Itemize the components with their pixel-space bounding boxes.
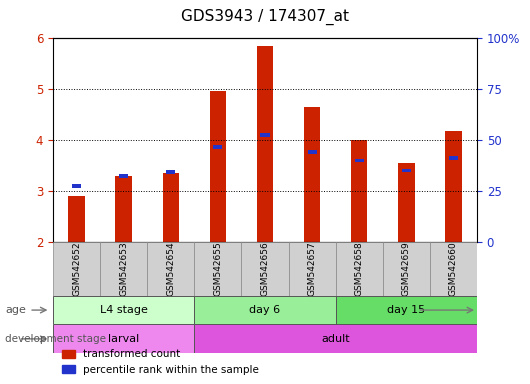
FancyBboxPatch shape bbox=[383, 242, 430, 296]
FancyBboxPatch shape bbox=[242, 242, 288, 296]
Text: L4 stage: L4 stage bbox=[100, 305, 147, 315]
Text: age: age bbox=[5, 305, 26, 315]
FancyBboxPatch shape bbox=[53, 242, 100, 296]
Bar bbox=[257, 46, 273, 242]
FancyBboxPatch shape bbox=[288, 242, 335, 296]
Bar bbox=[210, 91, 226, 242]
FancyBboxPatch shape bbox=[100, 242, 147, 296]
Bar bbox=[307, 150, 316, 154]
FancyBboxPatch shape bbox=[53, 324, 195, 353]
Text: GDS3943 / 174307_at: GDS3943 / 174307_at bbox=[181, 9, 349, 25]
Text: GSM542657: GSM542657 bbox=[307, 242, 316, 296]
Bar bbox=[449, 156, 458, 160]
Bar bbox=[260, 133, 270, 137]
Text: GSM542658: GSM542658 bbox=[355, 242, 364, 296]
Bar bbox=[72, 184, 81, 188]
Text: GSM542659: GSM542659 bbox=[402, 242, 411, 296]
Bar bbox=[304, 107, 320, 242]
FancyBboxPatch shape bbox=[195, 296, 335, 324]
Bar bbox=[163, 173, 179, 242]
FancyBboxPatch shape bbox=[430, 242, 477, 296]
Bar bbox=[355, 159, 364, 162]
Bar bbox=[166, 170, 175, 174]
Bar bbox=[116, 176, 132, 242]
Bar bbox=[402, 169, 411, 172]
Text: GSM542655: GSM542655 bbox=[214, 242, 223, 296]
Text: GSM542660: GSM542660 bbox=[449, 242, 458, 296]
Text: larval: larval bbox=[108, 334, 139, 344]
FancyBboxPatch shape bbox=[53, 296, 195, 324]
Bar bbox=[398, 163, 414, 242]
Bar bbox=[351, 140, 367, 242]
FancyBboxPatch shape bbox=[335, 242, 383, 296]
FancyBboxPatch shape bbox=[195, 324, 477, 353]
Text: day 6: day 6 bbox=[250, 305, 280, 315]
FancyBboxPatch shape bbox=[147, 242, 195, 296]
Legend: transformed count, percentile rank within the sample: transformed count, percentile rank withi… bbox=[58, 345, 263, 379]
Bar bbox=[119, 174, 128, 177]
Text: development stage: development stage bbox=[5, 334, 107, 344]
Text: GSM542656: GSM542656 bbox=[261, 242, 269, 296]
Text: GSM542654: GSM542654 bbox=[166, 242, 175, 296]
Text: GSM542653: GSM542653 bbox=[119, 242, 128, 296]
Text: GSM542652: GSM542652 bbox=[72, 242, 81, 296]
Bar bbox=[68, 196, 85, 242]
Text: adult: adult bbox=[321, 334, 350, 344]
FancyBboxPatch shape bbox=[195, 242, 242, 296]
Bar bbox=[445, 131, 462, 242]
Bar bbox=[214, 145, 223, 149]
FancyBboxPatch shape bbox=[335, 296, 477, 324]
Text: day 15: day 15 bbox=[387, 305, 426, 315]
